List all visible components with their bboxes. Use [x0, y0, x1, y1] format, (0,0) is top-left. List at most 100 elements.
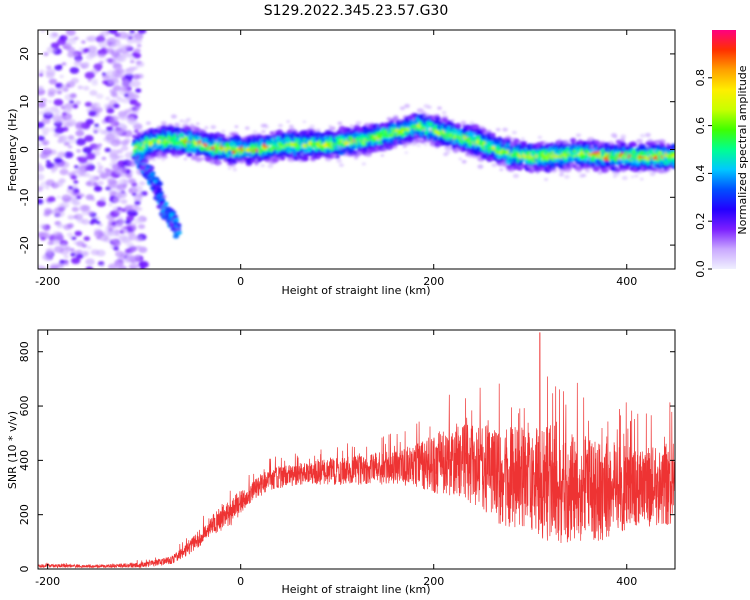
spectral-point [115, 222, 123, 227]
spectral-point [458, 157, 463, 161]
spectral-point [139, 181, 146, 186]
spectral-point [315, 128, 321, 132]
spectral-point [416, 108, 424, 114]
spectral-point [512, 130, 517, 135]
spectral-point [67, 145, 73, 149]
spectral-point [40, 236, 46, 241]
spectral-point [99, 172, 109, 179]
spectral-point [135, 60, 142, 65]
spectral-point [173, 218, 180, 223]
spectral-point [123, 138, 131, 144]
spectral-point [96, 200, 106, 207]
spectral-point [216, 161, 222, 165]
spectral-point [38, 73, 44, 77]
spectral-point [55, 210, 65, 218]
spectral-point [645, 132, 651, 138]
spectral-point [38, 110, 45, 115]
spectral-point [43, 52, 49, 56]
spectral-point [512, 173, 520, 179]
colorbar-tick-label: 0.2 [694, 212, 707, 230]
spectral-point [134, 236, 143, 242]
spectral-point [179, 119, 184, 123]
colorbar-gradient [712, 30, 736, 269]
snr-y-label: SNR (10 * v/v) [6, 411, 19, 489]
spectral-point [69, 248, 75, 252]
spectral-point [96, 162, 102, 166]
spectral-point [38, 85, 45, 90]
spectral-point [75, 130, 85, 137]
spectral-point [49, 264, 59, 269]
spectral-point [107, 263, 118, 269]
spectral-point [122, 129, 127, 133]
spectral-point [53, 109, 61, 115]
spectral-point [48, 78, 58, 85]
spectral-point [234, 125, 239, 129]
spectral-point [267, 164, 274, 169]
spectral-point [66, 232, 74, 238]
spectral-point [81, 210, 88, 216]
spectral-point [94, 123, 100, 128]
figure-title: S129.2022.345.23.57.G30 [264, 3, 449, 19]
colorbar-tick-label: 0.8 [694, 69, 707, 87]
spectral-point [58, 152, 66, 157]
spectral-point [138, 246, 148, 253]
spectral-point [67, 214, 75, 220]
spectral-point [82, 48, 90, 53]
spectral-point [476, 153, 481, 157]
spectral-point [112, 180, 119, 185]
spectral-point [75, 58, 82, 63]
spectral-point [94, 106, 103, 113]
spectral-point [73, 36, 79, 41]
spectral-point [90, 36, 97, 41]
spectral-point [155, 154, 163, 159]
spectral-point [114, 259, 125, 267]
spectral-point [82, 153, 88, 158]
spectral-point [520, 140, 528, 146]
spectral-point [47, 196, 56, 203]
spectral-point [64, 245, 71, 251]
spectral-point [502, 127, 508, 132]
spectral-point [176, 223, 182, 227]
spectral-point [491, 162, 498, 168]
spectral-point [104, 147, 111, 153]
spectral-point [544, 178, 549, 181]
spectral-point [210, 125, 217, 130]
spectral-point [104, 167, 110, 172]
spectral-point [70, 257, 81, 265]
spectral-point [38, 142, 42, 147]
spectral-point [53, 98, 64, 106]
spectral-point [535, 170, 540, 174]
spectral-point [121, 145, 129, 151]
spectral-point [56, 235, 64, 241]
spectral-point [116, 54, 127, 63]
spectral-point [423, 143, 428, 146]
spectral-point [558, 137, 562, 141]
spectral-point [232, 160, 238, 165]
spectral-point [71, 206, 79, 212]
spectral-point [97, 180, 104, 186]
spectral-point [113, 128, 124, 136]
spectral-point [76, 253, 84, 259]
spectral-point [128, 245, 138, 252]
spectral-point [155, 181, 163, 187]
spectral-point [133, 37, 143, 44]
spectral-point [46, 159, 51, 164]
colorbar-tick-label: 0.0 [694, 260, 707, 278]
snr-y-tick-label: 600 [18, 396, 31, 417]
spectral-point [335, 155, 341, 159]
spectral-point [520, 137, 525, 141]
spectral-point [309, 124, 315, 129]
spectral-point [106, 107, 115, 114]
spectral-point [639, 133, 646, 138]
spectral-point [105, 71, 111, 76]
spectral-point [59, 161, 70, 169]
spectral-point [307, 137, 312, 140]
spectral-point [109, 195, 115, 200]
spectral-point [107, 202, 114, 207]
spectrogram-y-tick-label: -20 [18, 236, 31, 254]
spectral-point [286, 120, 290, 123]
spectral-point [134, 200, 141, 206]
snr-x-tick-label: 0 [237, 575, 244, 588]
